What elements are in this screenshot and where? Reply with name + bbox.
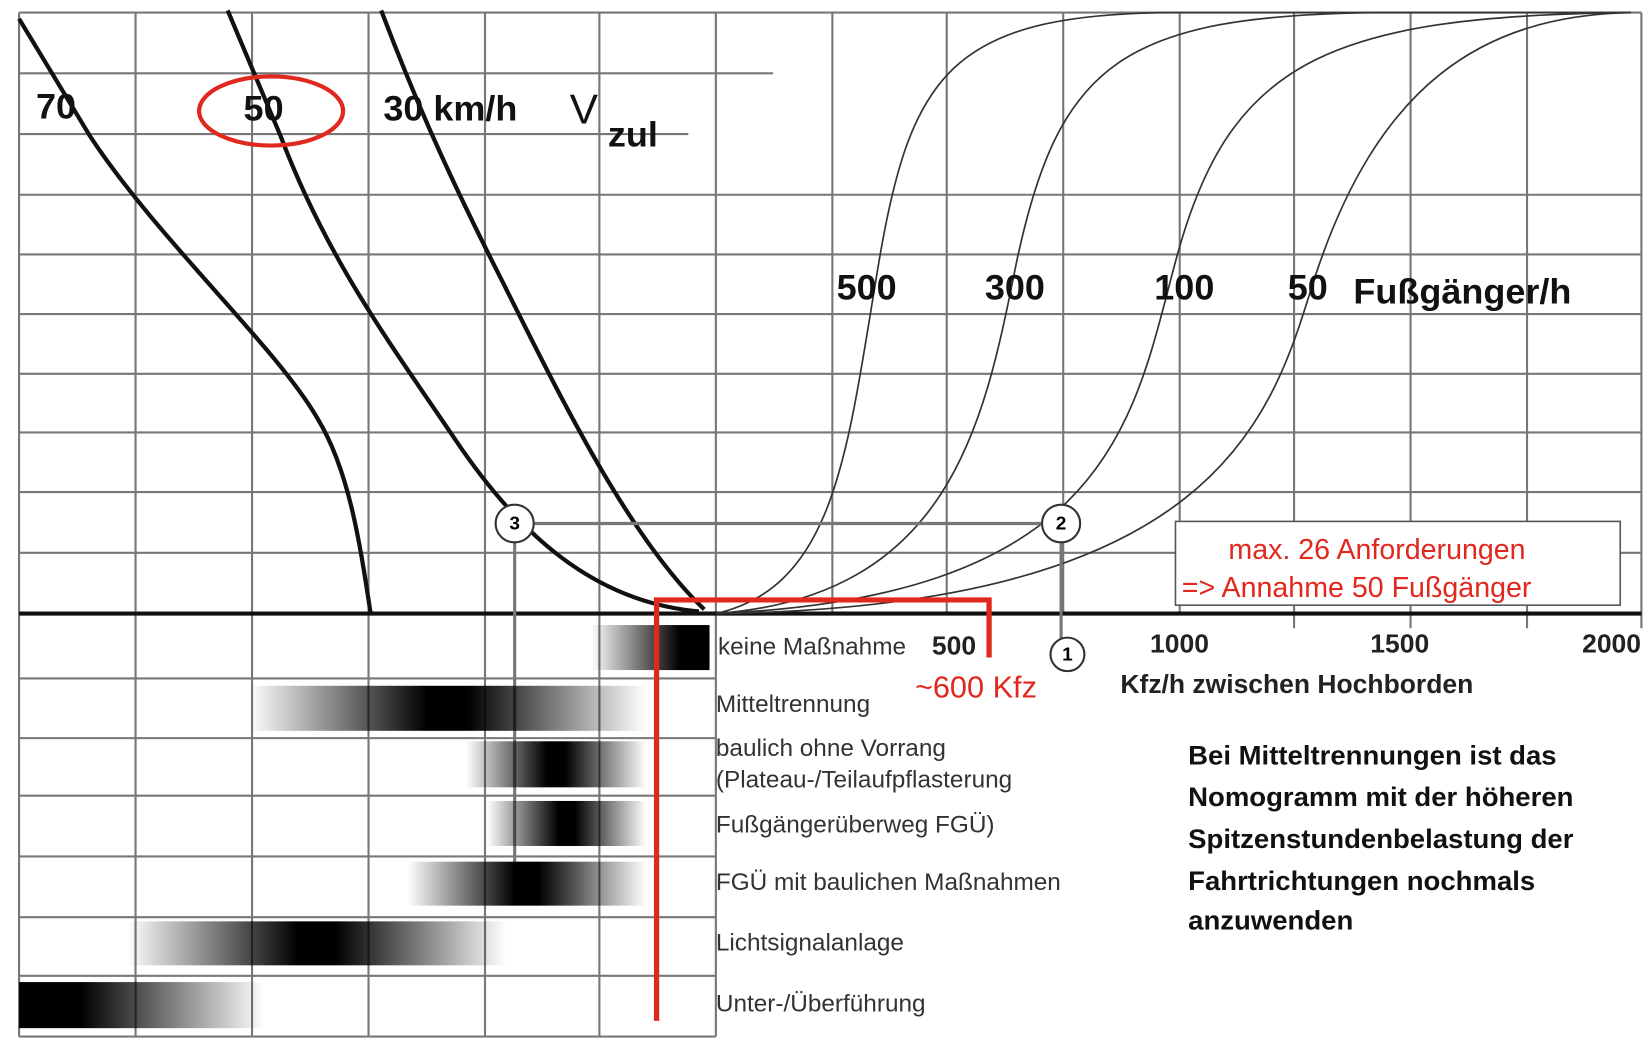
pedestrian-curves — [715, 11, 1631, 615]
note: Spitzenstundenbelastung der — [1188, 823, 1574, 854]
v-subscript: zul — [608, 115, 658, 155]
annotation-box — [1174, 520, 1622, 606]
note: Bei Mitteltrennungen ist das — [1188, 739, 1556, 770]
note: Fahrtrichtungen nochmals — [1188, 865, 1535, 896]
highlight — [196, 74, 346, 148]
point-label: 2 — [1056, 514, 1067, 535]
point-label: 1 — [1062, 644, 1073, 665]
measure-label: Fußgängerüberweg FGÜ) — [716, 811, 995, 838]
measure-label: keine Maßnahme — [718, 633, 906, 660]
marker-label: ~600 Kfz — [915, 670, 1037, 704]
measure-label: (Plateau-/Teilaufpflasterung — [716, 766, 1012, 793]
speed-curves — [17, 9, 706, 614]
measure-label: Lichtsignalanlage — [716, 930, 904, 957]
measure-label: baulich ohne Vorrang — [716, 735, 946, 762]
x-tick-label: 1500 — [1370, 628, 1429, 658]
x-tick-label: 500 — [932, 631, 976, 661]
speed-label: 50 — [244, 89, 284, 129]
v-symbol: V — [570, 86, 598, 133]
x-tick-label: 2000 — [1582, 628, 1641, 658]
pedestrian-unit: Fußgänger/h — [1353, 272, 1571, 312]
measure-label: Unter-/Überführung — [716, 991, 926, 1018]
pedestrian-label: 300 — [985, 268, 1045, 308]
pedestrian-label: 100 — [1154, 268, 1214, 308]
note: anzuwenden — [1188, 905, 1353, 936]
pedestrian-label: 500 — [837, 268, 897, 308]
reading-marker — [653, 597, 992, 1021]
x-tick-label: 1000 — [1150, 628, 1209, 658]
note: Nomogramm mit der höheren — [1188, 781, 1573, 812]
x-axis-label: Kfz/h zwischen Hochborden — [1120, 669, 1473, 699]
pedestrian-label: 50 — [1288, 268, 1328, 308]
annotation: => Annahme 50 Fußgänger — [1182, 572, 1532, 604]
measure-label: Mitteltrennung — [716, 691, 870, 718]
points — [494, 503, 1086, 673]
annotation: max. 26 Anforderungen — [1228, 534, 1525, 566]
bars — [19, 625, 710, 1029]
speed-label: 70 — [36, 86, 76, 126]
speed-label: 30 km/h — [383, 89, 517, 129]
measure-label: FGÜ mit baulichen Maßnahmen — [716, 869, 1061, 896]
point-label: 3 — [509, 514, 520, 535]
